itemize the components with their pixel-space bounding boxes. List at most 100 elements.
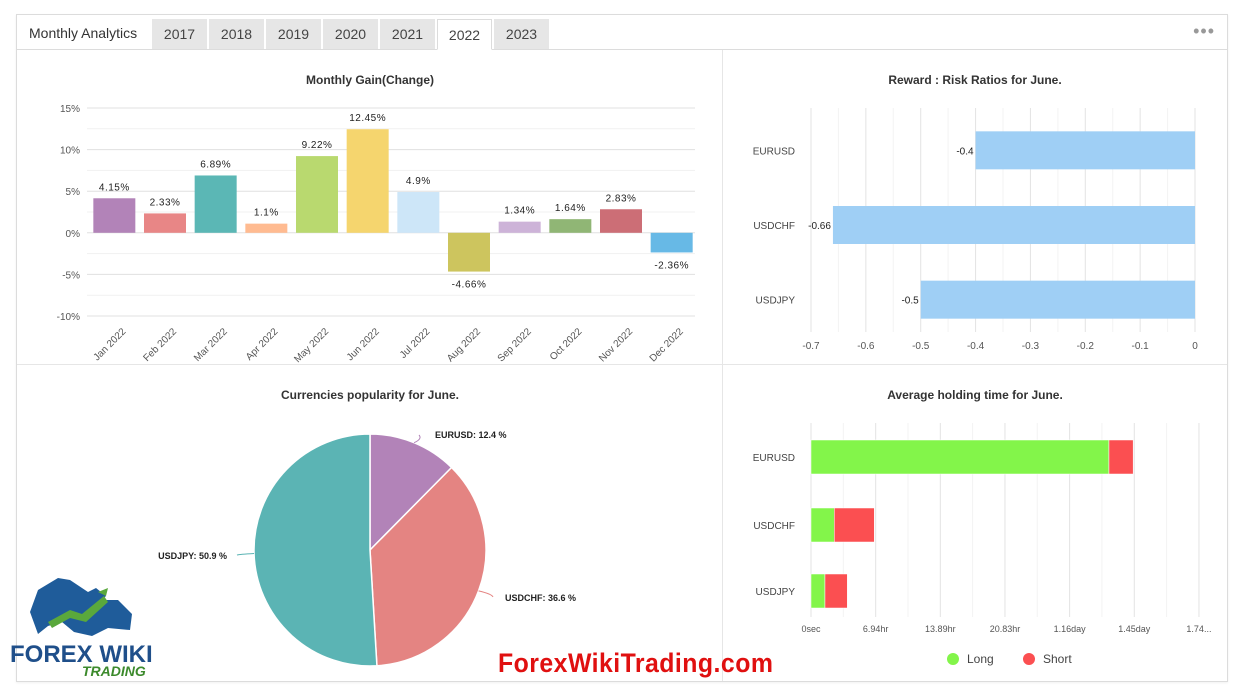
tab-2017[interactable]: 2017: [152, 19, 207, 49]
pie-label: USDJPY: 50.9 %: [158, 551, 227, 561]
more-dots-icon[interactable]: •••: [1193, 21, 1215, 41]
currencies-popularity-chart: Currencies popularity for June. EURUSD: 1…: [158, 388, 576, 667]
panel-title: Monthly Analytics: [29, 25, 138, 41]
data-label: 2.33%: [150, 197, 181, 208]
pie-label: EURUSD: 12.4 %: [435, 430, 507, 440]
x-tick-label: 13.89hr: [925, 624, 956, 634]
tab-bar: Monthly Analytics 2017 2018 2019 2020 2021 20…: [17, 15, 1227, 50]
y-tick-label: USDCHF: [753, 521, 795, 532]
bar-may-2022: [296, 156, 338, 233]
legend-short-icon: [1023, 653, 1035, 665]
data-label: 9.22%: [302, 140, 333, 151]
data-label: -0.4: [956, 146, 974, 157]
legend-label: Short: [1043, 652, 1072, 666]
x-tick-label: 20.83hr: [990, 624, 1021, 634]
reward-risk-title: Reward : Risk Ratios for June.: [888, 73, 1061, 87]
x-tick-label: Aug 2022: [445, 326, 483, 364]
x-tick-label: -0.2: [1077, 341, 1095, 352]
horizontal-divider: [17, 364, 1227, 365]
x-tick-label: Dec 2022: [648, 326, 686, 364]
x-tick-label: 6.94hr: [863, 624, 889, 634]
x-tick-label: -0.5: [912, 341, 930, 352]
tab-2023[interactable]: 2023: [494, 19, 549, 49]
x-tick-label: 1.45day: [1118, 624, 1151, 634]
x-tick-label: Apr 2022: [244, 326, 281, 363]
y-tick-label: EURUSD: [753, 146, 795, 157]
tab-2020[interactable]: 2020: [323, 19, 378, 49]
vertical-divider: [722, 50, 723, 681]
x-tick-label: Feb 2022: [141, 326, 179, 364]
x-tick-label: Jul 2022: [398, 326, 433, 361]
x-tick-label: 0sec: [801, 624, 821, 634]
bar-long-usdchf: [810, 507, 835, 543]
data-label: 1.1%: [254, 208, 279, 219]
x-tick-label: 0: [1192, 341, 1198, 352]
legend-long-icon: [947, 653, 959, 665]
data-label: -0.66: [808, 221, 831, 232]
bar-short-eurusd: [1108, 439, 1134, 475]
bar-nov-2022: [600, 209, 642, 233]
data-label: 1.34%: [504, 206, 535, 217]
data-label: 12.45%: [349, 113, 386, 124]
y-tick-label: USDCHF: [753, 221, 795, 232]
x-tick-label: -0.4: [967, 341, 985, 352]
holding-time-title: Average holding time for June.: [887, 388, 1063, 402]
monthly-gain-chart: Monthly Gain(Change) 15% 10% 5% 0% -5% -10% 4.1…: [57, 73, 695, 364]
logo-sub: TRADING: [82, 663, 146, 679]
bar-usdjpy: [920, 280, 1195, 319]
holding-time-chart: Average holding time for June. 0sec 6.94hr…: [753, 388, 1212, 666]
bar-apr-2022: [245, 223, 288, 233]
bar-jan-2022: [93, 198, 136, 233]
bar-mar-2022: [194, 175, 237, 233]
x-tick-label: -0.6: [857, 341, 875, 352]
y-tick-label: USDJPY: [756, 587, 796, 598]
y-tick-label: -10%: [57, 312, 80, 323]
bar-oct-2022: [549, 219, 592, 233]
x-tick-label: -0.1: [1132, 341, 1150, 352]
bar-aug-2022: [448, 232, 490, 272]
data-label: -2.36%: [654, 260, 689, 271]
data-label: 2.83%: [606, 193, 637, 204]
y-tick-label: 5%: [66, 187, 81, 198]
tab-2021[interactable]: 2021: [380, 19, 435, 49]
x-tick-label: Jun 2022: [345, 326, 382, 363]
bar-dec-2022: [650, 232, 693, 253]
data-label: -4.66%: [452, 280, 487, 291]
y-tick-label: 0%: [66, 229, 81, 240]
watermark-text: ForexWikiTrading.com: [498, 648, 774, 678]
pie-connector: [413, 434, 421, 444]
bar-short-usdchf: [834, 507, 875, 543]
x-tick-label: 1.16day: [1054, 624, 1087, 634]
bar-jun-2022: [346, 129, 389, 233]
x-tick-label: 1.74...: [1186, 624, 1211, 634]
y-tick-label: -5%: [62, 270, 80, 281]
data-label: 1.64%: [555, 203, 586, 214]
bar-long-usdjpy: [810, 573, 826, 609]
pie-title: Currencies popularity for June.: [281, 388, 459, 402]
tab-2018[interactable]: 2018: [209, 19, 264, 49]
x-tick-label: Oct 2022: [548, 326, 585, 363]
y-tick-label: 10%: [60, 146, 80, 157]
x-tick-label: -0.3: [1022, 341, 1040, 352]
bar-jul-2022: [397, 192, 440, 233]
bar-sep-2022: [498, 221, 541, 233]
y-tick-label: USDJPY: [756, 296, 796, 307]
data-label: 4.15%: [99, 182, 130, 193]
pie-label: USDCHF: 36.6 %: [505, 593, 576, 603]
bull-bear-icon: [30, 578, 132, 636]
monthly-gain-title: Monthly Gain(Change): [306, 73, 434, 87]
tab-2022[interactable]: 2022: [437, 19, 492, 50]
bar-eurusd: [975, 131, 1195, 170]
bar-usdchf: [832, 206, 1195, 244]
x-tick-label: May 2022: [292, 326, 331, 364]
tab-2019[interactable]: 2019: [266, 19, 321, 49]
y-tick-label: 15%: [60, 104, 80, 115]
forex-wiki-logo: FOREX WIKI TRADING: [10, 578, 153, 679]
data-label: 6.89%: [200, 159, 231, 170]
y-tick-label: EURUSD: [753, 453, 795, 464]
x-tick-label: Mar 2022: [192, 326, 230, 364]
bar-feb-2022: [144, 213, 186, 233]
reward-risk-chart: Reward : Risk Ratios for June. -0.7 -0.6 -0…: [753, 73, 1198, 352]
x-tick-label: Nov 2022: [597, 326, 635, 364]
data-label: 4.9%: [406, 176, 431, 187]
